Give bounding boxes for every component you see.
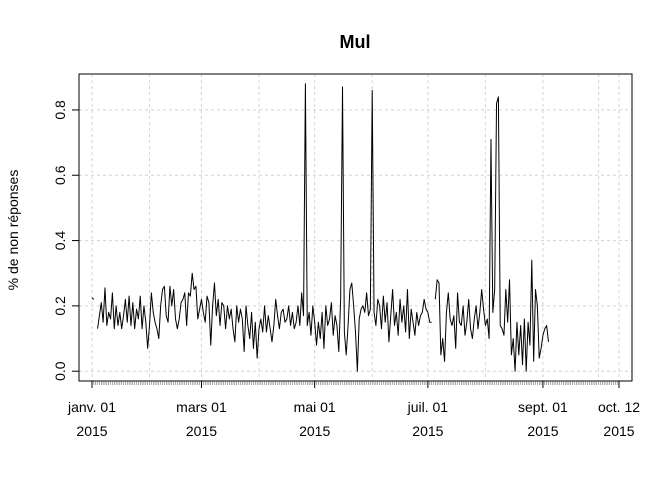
grid-lines [79, 74, 632, 381]
x-tick-label-year: 2015 [527, 423, 558, 439]
x-axis: janv. 01 2015 mars 01 2015 mai 01 2015 juil. 0… [67, 380, 640, 439]
x-tick-label-year: 2015 [603, 423, 634, 439]
x-tick-label: juil. 01 [407, 399, 449, 415]
y-tick-label: 0.8 [52, 100, 68, 120]
x-tick-label: oct. 12 [598, 399, 640, 415]
x-tick-label-year: 2015 [412, 423, 443, 439]
y-tick-label: 0.0 [52, 361, 68, 381]
y-axis: 0.0 0.2 0.4 0.6 0.8 [52, 100, 79, 381]
series-line [91, 83, 549, 372]
x-tick-label: janv. 01 [67, 399, 116, 415]
x-tick-label-year: 2015 [299, 423, 330, 439]
x-tick-label: mai 01 [294, 399, 336, 415]
x-tick-label-year: 2015 [186, 423, 217, 439]
x-tick-label: mars 01 [176, 399, 227, 415]
x-tick-label-year: 2015 [76, 423, 107, 439]
y-tick-label: 0.4 [52, 231, 68, 251]
y-tick-label: 0.2 [52, 296, 68, 316]
x-minor-ticks [91, 381, 620, 385]
x-tick-label: sept. 01 [518, 399, 568, 415]
chart-title: Mul [340, 32, 371, 52]
y-tick-label: 0.6 [52, 165, 68, 185]
y-axis-label: % de non réponses [5, 170, 21, 291]
